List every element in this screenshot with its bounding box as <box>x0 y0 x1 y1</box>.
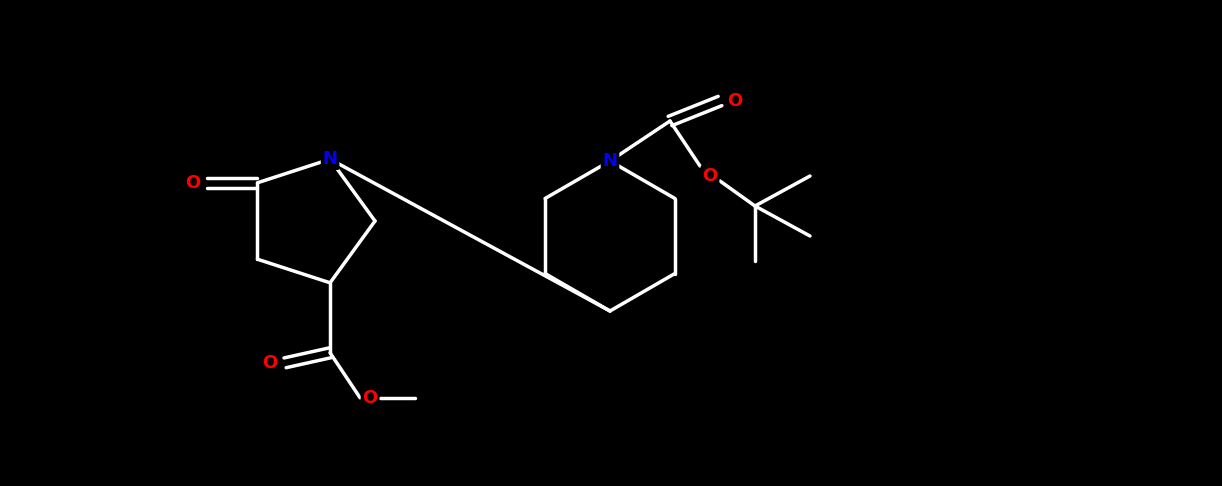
Text: O: O <box>363 389 378 407</box>
Text: N: N <box>602 152 617 170</box>
Text: O: O <box>703 167 717 185</box>
Text: N: N <box>323 150 337 168</box>
Text: O: O <box>727 92 743 110</box>
Text: O: O <box>263 354 277 372</box>
Text: O: O <box>185 174 200 192</box>
